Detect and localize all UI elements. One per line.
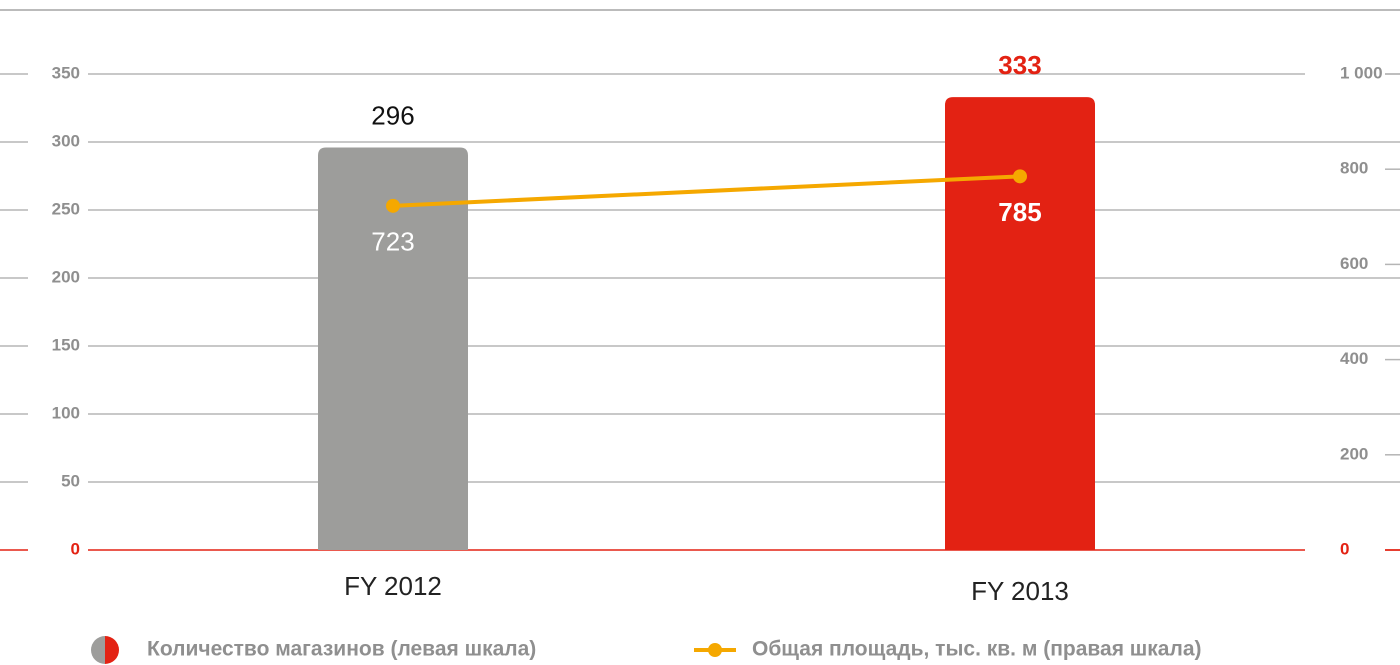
y-tick-label: 100 — [52, 403, 80, 422]
y2-tick-label: 1 000 — [1340, 63, 1383, 82]
label-backdrop — [1305, 442, 1385, 467]
label-backdrop — [1305, 347, 1385, 372]
y-tick-label: 300 — [52, 131, 80, 150]
y2-tick-label: 800 — [1340, 159, 1368, 178]
x-tick-label: FY 2012 — [344, 571, 442, 601]
bar-value-label: 333 — [998, 50, 1041, 80]
legend-label: Количество магазинов (левая шкала) — [147, 638, 536, 661]
label-backdrop — [1305, 538, 1385, 562]
y-tick-label: 200 — [52, 267, 80, 286]
line-point — [386, 198, 400, 213]
line-point — [1013, 169, 1027, 184]
y2-tick-label: 400 — [1340, 349, 1368, 368]
line-value-label: 785 — [998, 197, 1041, 227]
y-tick-label: 0 — [71, 539, 80, 558]
y2-tick-label: 200 — [1340, 444, 1368, 463]
x-tick-label: FY 2013 — [971, 576, 1069, 606]
label-backdrop — [1305, 252, 1385, 277]
label-backdrop — [1305, 62, 1385, 86]
legend-swatch — [91, 636, 105, 664]
y2-tick-label: 0 — [1340, 539, 1349, 558]
legend-label: Общая площадь, тыс. кв. м (правая шкала) — [752, 638, 1202, 661]
y2-tick-label: 600 — [1340, 254, 1368, 273]
bar — [318, 147, 468, 550]
label-backdrop — [1305, 157, 1385, 182]
y-tick-label: 350 — [52, 63, 80, 82]
legend-swatch — [105, 636, 119, 664]
line — [392, 174, 1021, 208]
bar — [945, 97, 1095, 551]
line-value-label: 723 — [371, 227, 414, 257]
y-tick-label: 250 — [52, 199, 80, 218]
legend-swatch — [708, 643, 722, 657]
y-tick-label: 150 — [52, 335, 80, 354]
y-tick-label: 50 — [61, 471, 80, 490]
bar-value-label: 296 — [371, 100, 414, 130]
